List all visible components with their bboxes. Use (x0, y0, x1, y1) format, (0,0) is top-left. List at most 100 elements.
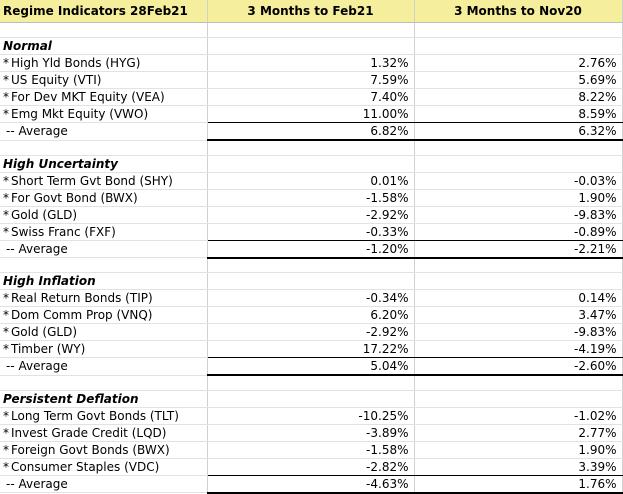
feb21-value-cell[interactable]: -3.89% (207, 424, 415, 442)
empty-cell[interactable] (414, 257, 623, 273)
asset-name-cell[interactable]: * Invest Grade Credit (LQD) (0, 424, 208, 442)
empty-cell[interactable] (207, 155, 415, 173)
nov20-value-cell[interactable]: -9.83% (414, 323, 623, 341)
nov20-average-cell[interactable]: -2.21% (414, 240, 623, 259)
bullet-marker: * (3, 408, 9, 423)
header-row: Regime Indicators 28Feb21 3 Months to Fe… (0, 0, 623, 23)
empty-cell[interactable] (207, 272, 415, 290)
asset-name-cell[interactable]: * Real Return Bonds (TIP) (0, 289, 208, 307)
empty-cell[interactable] (414, 375, 623, 391)
empty-cell[interactable] (207, 390, 415, 408)
asset-name-cell[interactable]: * For Dev MKT Equity (VEA) (0, 88, 208, 106)
feb21-value-cell[interactable]: 7.59% (207, 71, 415, 89)
feb21-value-cell[interactable]: -2.92% (207, 206, 415, 224)
nov20-value-cell[interactable]: 1.90% (414, 189, 623, 207)
header-feb21-cell[interactable]: 3 Months to Feb21 (207, 0, 415, 23)
feb21-value-cell[interactable]: 6.20% (207, 306, 415, 324)
nov20-value-cell[interactable]: 2.77% (414, 424, 623, 442)
nov20-value-cell[interactable]: 3.39% (414, 458, 623, 476)
nov20-average-cell[interactable]: -2.60% (414, 357, 623, 376)
asset-name-cell[interactable]: * Gold (GLD) (0, 206, 208, 224)
feb21-value-cell[interactable]: 17.22% (207, 340, 415, 358)
empty-cell[interactable] (414, 140, 623, 156)
section-title-row: Persistent Deflation (0, 390, 623, 408)
section-title-cell[interactable]: High Inflation (0, 272, 208, 290)
feb21-value-cell[interactable]: -2.92% (207, 323, 415, 341)
empty-cell[interactable] (414, 155, 623, 173)
nov20-value-cell[interactable]: 1.90% (414, 441, 623, 459)
bullet-marker: * (3, 173, 9, 188)
nov20-value-cell[interactable]: 3.47% (414, 306, 623, 324)
asset-name: Foreign Govt Bonds (BWX) (11, 442, 170, 457)
nov20-value-cell[interactable]: -9.83% (414, 206, 623, 224)
table-row: * Foreign Govt Bonds (BWX) -1.58% 1.90% (0, 441, 623, 459)
empty-cell[interactable] (0, 257, 208, 273)
empty-cell[interactable] (207, 257, 415, 273)
asset-name-cell[interactable]: * For Govt Bond (BWX) (0, 189, 208, 207)
asset-name-cell[interactable]: * Emg Mkt Equity (VWO) (0, 105, 208, 123)
feb21-value-cell[interactable]: -10.25% (207, 407, 415, 425)
nov20-average-cell[interactable]: 1.76% (414, 475, 623, 494)
feb21-value-cell[interactable]: -0.33% (207, 223, 415, 241)
empty-cell[interactable] (414, 272, 623, 290)
asset-name: Long Term Govt Bonds (TLT) (11, 408, 179, 423)
feb21-average-cell[interactable]: -1.20% (207, 240, 415, 259)
asset-name-cell[interactable]: * Long Term Govt Bonds (TLT) (0, 407, 208, 425)
spacer-row (0, 140, 623, 156)
nov20-value-cell[interactable]: -1.02% (414, 407, 623, 425)
feb21-value-cell[interactable]: 0.01% (207, 172, 415, 190)
feb21-value-cell[interactable]: -2.82% (207, 458, 415, 476)
average-row: -- Average 5.04% -2.60% (0, 357, 623, 376)
empty-cell[interactable] (414, 390, 623, 408)
empty-cell[interactable] (207, 375, 415, 391)
asset-name-cell[interactable]: * Swiss Franc (FXF) (0, 223, 208, 241)
feb21-value-cell[interactable]: -1.58% (207, 189, 415, 207)
spacer-row (0, 257, 623, 273)
asset-name-cell[interactable]: * High Yld Bonds (HYG) (0, 54, 208, 72)
nov20-value-cell[interactable]: -4.19% (414, 340, 623, 358)
empty-cell[interactable] (0, 22, 208, 38)
asset-name-cell[interactable]: * Dom Comm Prop (VNQ) (0, 306, 208, 324)
average-label-cell[interactable]: -- Average (0, 357, 208, 376)
feb21-value-cell[interactable]: 11.00% (207, 105, 415, 123)
feb21-average-cell[interactable]: -4.63% (207, 475, 415, 494)
feb21-value-cell[interactable]: 1.32% (207, 54, 415, 72)
empty-cell[interactable] (0, 140, 208, 156)
feb21-value-cell[interactable]: 7.40% (207, 88, 415, 106)
asset-name-cell[interactable]: * Consumer Staples (VDC) (0, 458, 208, 476)
empty-cell[interactable] (207, 140, 415, 156)
asset-name-cell[interactable]: * Gold (GLD) (0, 323, 208, 341)
average-label-cell[interactable]: -- Average (0, 240, 208, 258)
average-label-cell[interactable]: -- Average (0, 122, 208, 141)
header-title-cell[interactable]: Regime Indicators 28Feb21 (0, 0, 208, 23)
feb21-average-cell[interactable]: 5.04% (207, 357, 415, 376)
nov20-average-cell[interactable]: 6.32% (414, 122, 623, 141)
empty-cell[interactable] (207, 22, 415, 38)
feb21-value-cell[interactable]: -0.34% (207, 289, 415, 307)
empty-cell[interactable] (207, 37, 415, 55)
section-title-row: High Inflation (0, 272, 623, 290)
section-title-cell[interactable]: Persistent Deflation (0, 390, 208, 408)
nov20-value-cell[interactable]: -0.89% (414, 223, 623, 241)
average-label-cell[interactable]: -- Average (0, 475, 208, 493)
feb21-average-cell[interactable]: 6.82% (207, 122, 415, 141)
asset-name-cell[interactable]: * Timber (WY) (0, 340, 208, 358)
section-title-cell[interactable]: High Uncertainty (0, 155, 208, 173)
nov20-value-cell[interactable]: 8.22% (414, 88, 623, 106)
section-title-cell[interactable]: Normal (0, 37, 208, 55)
nov20-value-cell[interactable]: 5.69% (414, 71, 623, 89)
nov20-value-cell[interactable]: -0.03% (414, 172, 623, 190)
nov20-value-cell[interactable]: 0.14% (414, 289, 623, 307)
empty-cell[interactable] (414, 37, 623, 55)
asset-name: Invest Grade Credit (LQD) (11, 425, 167, 440)
asset-name-cell[interactable]: * US Equity (VTI) (0, 71, 208, 89)
empty-cell[interactable] (414, 22, 623, 38)
nov20-value-cell[interactable]: 8.59% (414, 105, 623, 123)
nov20-value-cell[interactable]: 2.76% (414, 54, 623, 72)
empty-cell[interactable] (0, 375, 208, 391)
asset-name-cell[interactable]: * Foreign Govt Bonds (BWX) (0, 441, 208, 459)
asset-name-cell[interactable]: * Short Term Gvt Bond (SHY) (0, 172, 208, 190)
feb21-value-cell[interactable]: -1.58% (207, 441, 415, 459)
header-nov20-cell[interactable]: 3 Months to Nov20 (414, 0, 623, 23)
